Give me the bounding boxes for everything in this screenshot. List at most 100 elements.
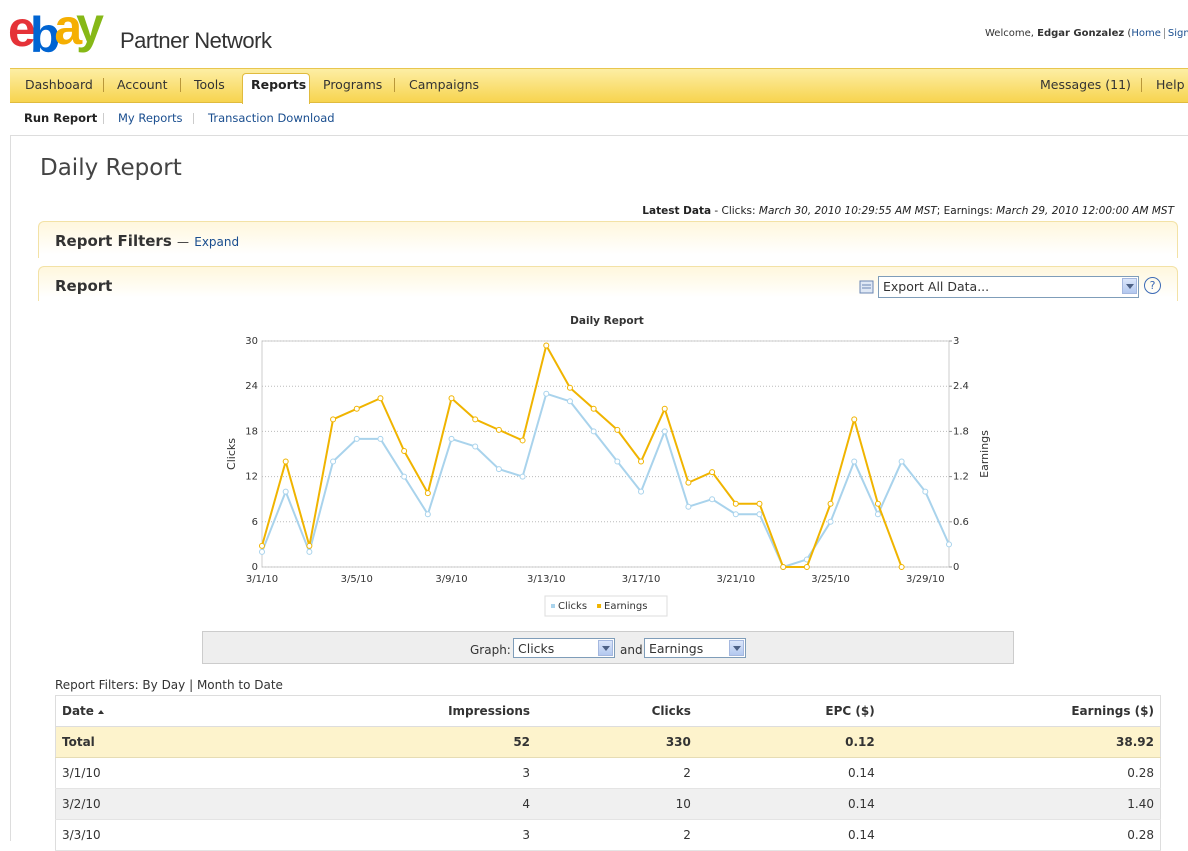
nav-tab[interactable]: Tools	[194, 77, 225, 92]
point	[306, 548, 313, 555]
point	[590, 405, 597, 412]
separator	[103, 78, 104, 92]
help-tab[interactable]: Help	[1156, 77, 1185, 92]
active-tab	[242, 73, 310, 104]
select-arrow	[598, 640, 613, 656]
point	[495, 426, 502, 433]
graph-select[interactable]: Clicks	[513, 638, 615, 658]
y2-tick-label: 1.2	[953, 472, 969, 483]
export-icon[interactable]	[859, 279, 875, 295]
logo[interactable]: ebay	[8, 0, 104, 63]
header-row: Date Impressions Clicks EPC ($) Earnings ($)	[55, 696, 1161, 727]
point	[353, 405, 360, 412]
subnav-link[interactable]: Run Report	[24, 111, 98, 125]
y-tick-label: 30	[245, 336, 258, 347]
table-cell: Impressions	[448, 704, 531, 718]
x-tick-label: 3/17/10	[622, 574, 661, 585]
y2-tick-label: 0	[953, 562, 959, 573]
point	[922, 488, 929, 495]
table-cell: 3	[522, 828, 531, 842]
separator	[180, 78, 181, 92]
earnings-label: ; Earnings:	[936, 205, 993, 217]
help-icon[interactable]: ?	[1144, 277, 1161, 294]
legend-swatch	[551, 604, 555, 608]
point	[803, 564, 810, 570]
messages-tab[interactable]: Messages (11)	[1040, 77, 1131, 92]
expand-link[interactable]: Expand	[194, 235, 240, 249]
subnav-link[interactable]: Transaction Download	[208, 111, 335, 125]
logo-letter: e	[8, 1, 36, 57]
legend-box	[544, 595, 668, 617]
nav-tab[interactable]: Account	[117, 77, 168, 92]
point	[566, 384, 573, 391]
table-cell: 0.12	[845, 735, 875, 749]
legend-swatch	[597, 604, 602, 608]
sign-link[interactable]: Sign out	[1167, 28, 1188, 39]
nav-tab[interactable]: Programs	[323, 77, 383, 92]
point	[756, 500, 763, 507]
table-cell: 3/1/10	[62, 766, 101, 780]
point	[614, 458, 621, 465]
graph-select[interactable]: Earnings	[644, 638, 746, 658]
earnings-time: March 29, 2010 12:00:00 AM MST	[996, 205, 1174, 217]
table-cell: 2	[683, 828, 691, 842]
export-select[interactable]: Export All Data...	[878, 276, 1139, 298]
table-cell: 4	[522, 797, 531, 811]
home-link[interactable]: Home	[1131, 28, 1161, 39]
y2-tick-label: 1.8	[953, 426, 969, 437]
subnav-link[interactable]: My Reports	[118, 111, 183, 125]
latest-label: Latest Data	[642, 205, 712, 217]
latest-data: Latest Data - Clicks: March 30, 2010 10:…	[642, 205, 1174, 217]
point	[732, 500, 739, 507]
point	[898, 458, 905, 465]
filters-title-text: Report Filters	[55, 232, 172, 250]
nav-tab[interactable]: Reports	[251, 77, 307, 92]
filters-title: Report Filters — Expand	[55, 232, 239, 250]
paren: (	[1127, 28, 1132, 39]
data-row: 3/1/10 3 2 0.14 0.28	[55, 757, 1161, 789]
x-tick-label: 3/5/10	[341, 574, 373, 585]
table-cell: 38.92	[1116, 735, 1154, 749]
table-cell: 1.40	[1127, 797, 1154, 811]
nav-tab[interactable]: Campaigns	[409, 77, 480, 92]
nav-bar	[10, 68, 1188, 103]
y2-axis-label: Earnings	[978, 430, 991, 478]
point	[543, 342, 550, 349]
x-tick-label: 3/1/10	[246, 574, 278, 585]
nav-tab[interactable]: Dashboard	[25, 77, 93, 92]
point	[946, 541, 952, 548]
point	[874, 500, 881, 507]
point	[685, 479, 692, 486]
table-cell: 3/2/10	[62, 797, 101, 811]
chart: Daily Report Clicks Earnings 06121824300…	[225, 315, 991, 617]
point	[590, 428, 597, 435]
x-tick-label: 3/13/10	[527, 574, 566, 585]
data-row: 3/2/10 4 10 0.14 1.40	[55, 788, 1161, 820]
point	[472, 443, 479, 450]
table-cell: 0.14	[847, 828, 875, 842]
plot-area	[261, 340, 950, 568]
series-line	[261, 392, 950, 568]
point	[709, 469, 716, 476]
point	[756, 511, 763, 518]
point	[827, 500, 834, 507]
point	[259, 542, 265, 549]
table-cell: 10	[675, 797, 691, 811]
point	[330, 416, 337, 423]
point	[732, 511, 739, 518]
point	[472, 416, 479, 423]
y2-tick-label: 3	[953, 336, 959, 347]
table-cell[interactable]: Date	[56, 696, 381, 727]
x-tick-label: 3/25/10	[811, 574, 850, 585]
point	[519, 473, 526, 480]
table-cell: Clicks	[651, 704, 691, 718]
select-text: Clicks	[518, 641, 555, 656]
point	[780, 564, 787, 570]
report-table: Date Impressions Clicks EPC ($) Earnings ($)…	[55, 695, 1161, 851]
point	[851, 458, 858, 465]
point	[661, 405, 668, 412]
point	[377, 395, 384, 402]
point	[330, 458, 337, 465]
point	[282, 458, 289, 465]
